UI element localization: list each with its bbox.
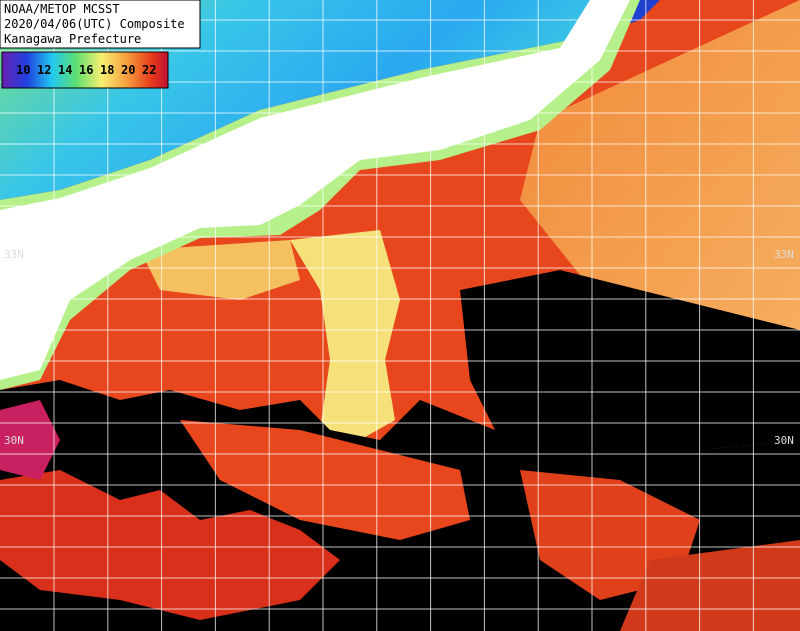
lat-label: 30N	[4, 434, 24, 447]
ocean-patch	[0, 470, 340, 620]
colorbar-label: 18	[100, 63, 114, 77]
lat-label: 30N	[774, 434, 794, 447]
header-line: 2020/04/06(UTC) Composite	[4, 17, 185, 31]
colorbar-label: 20	[121, 63, 135, 77]
colorbar-label: 16	[79, 63, 93, 77]
lat-label: 33N	[4, 248, 24, 261]
colorbar-label: 10	[16, 63, 30, 77]
kuroshio	[290, 230, 400, 440]
header-box	[0, 0, 201, 49]
sea-of-japan	[0, 0, 590, 200]
header-line: Kanagawa Prefecture	[4, 32, 141, 46]
cloud	[460, 270, 800, 470]
ocean-patch	[0, 400, 60, 480]
coastal-warm	[140, 240, 300, 300]
ocean-patch	[180, 420, 470, 540]
ocean-patch	[620, 540, 800, 631]
colorbar-label: 14	[58, 63, 72, 77]
land	[0, 0, 630, 380]
colorbar-label: 12	[37, 63, 51, 77]
colorbar-labels: 10 12 14 16 18 20 22	[16, 63, 156, 77]
colorbar-label: 22	[142, 63, 156, 77]
header-line: NOAA/METOP MCSST	[4, 2, 120, 16]
colorbar	[1, 51, 169, 89]
lat-label: 33N	[774, 248, 794, 261]
